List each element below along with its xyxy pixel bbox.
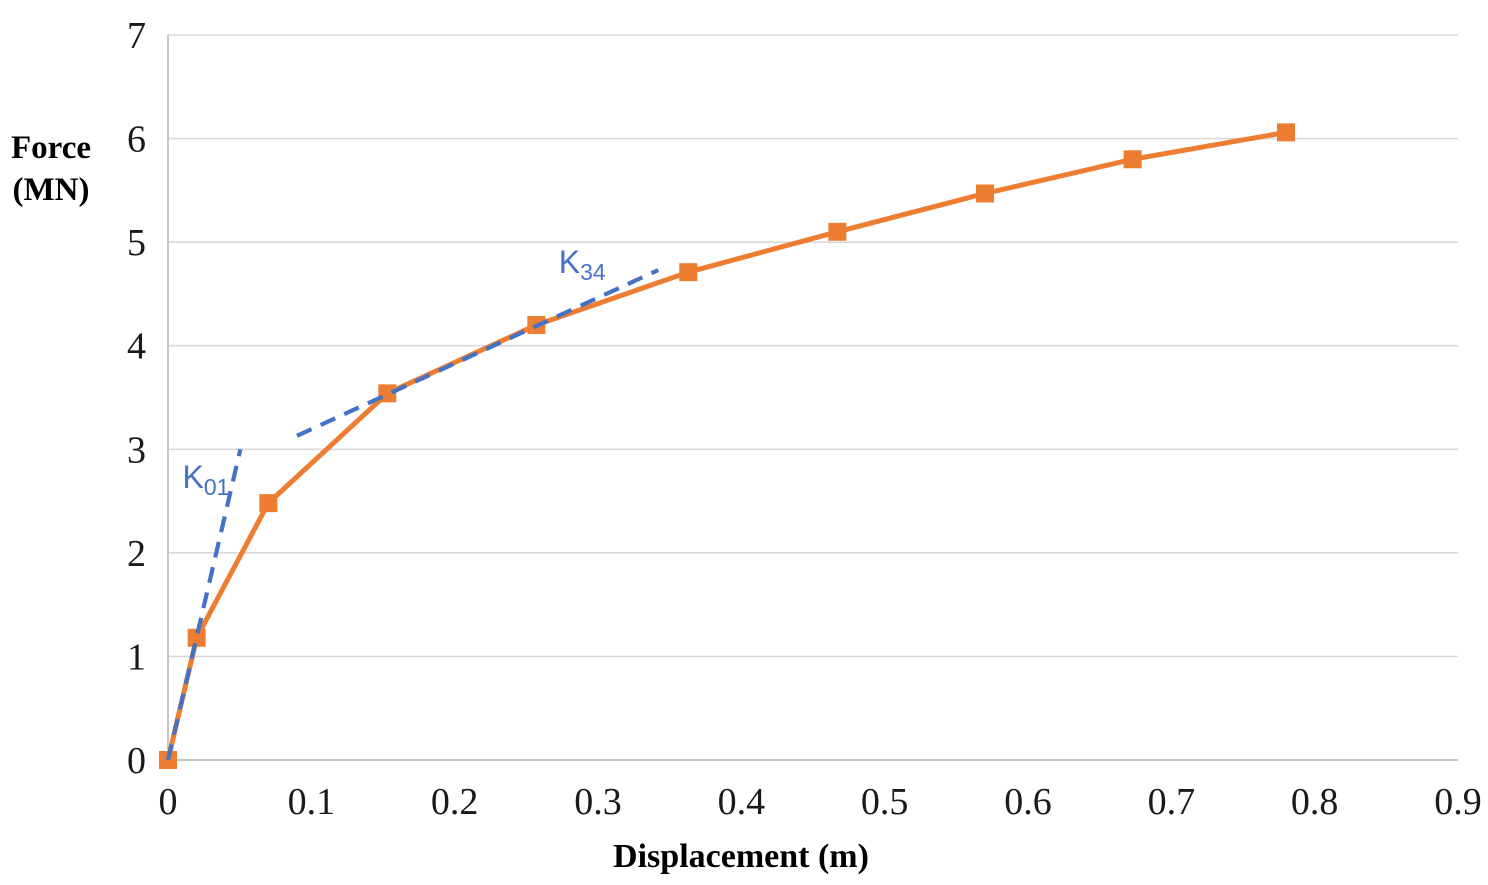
series-line xyxy=(165,129,1289,763)
y-tick-label-6: 6 xyxy=(127,119,146,161)
y-tick-label-4: 4 xyxy=(127,326,146,368)
y-axis-title: Force (MN) xyxy=(2,127,100,211)
x-axis-title: Displacement (m) xyxy=(613,838,869,875)
x-tick-label-0.2: 0.2 xyxy=(431,781,479,823)
k01-label: K01 xyxy=(182,459,230,501)
k34-label: K34 xyxy=(558,244,606,285)
data-point-marker-8 xyxy=(1123,150,1142,169)
x-tick-label-0.7: 0.7 xyxy=(1148,781,1196,823)
x-tick-label-0.3: 0.3 xyxy=(574,781,622,823)
y-tick-label-5: 5 xyxy=(127,222,146,264)
y-axis-title-line2: (MN) xyxy=(12,172,90,208)
x-tick-label-0.9: 0.9 xyxy=(1434,781,1482,823)
data-point-marker-9 xyxy=(1277,123,1295,142)
data-point-marker-1 xyxy=(187,628,206,647)
y-tick-label-0: 0 xyxy=(127,740,146,782)
data-point-marker-6 xyxy=(828,222,847,241)
data-point-marker-2 xyxy=(259,494,278,513)
y-axis-title-line1: Force xyxy=(10,130,91,166)
x-tick-label-0.5: 0.5 xyxy=(861,781,909,823)
y-tick-label-7: 7 xyxy=(127,15,146,57)
x-tick-label-0.1: 0.1 xyxy=(288,781,336,823)
y-tick-label-2: 2 xyxy=(127,533,146,575)
data-point-marker-7 xyxy=(976,184,994,203)
data-point-marker-5 xyxy=(679,263,698,282)
k34-dashed-line xyxy=(296,268,660,438)
y-tick-label-3: 3 xyxy=(127,429,146,471)
x-tick-label-0.6: 0.6 xyxy=(1004,781,1052,823)
y-tick-label-1: 1 xyxy=(127,636,146,678)
x-tick-label-0.8: 0.8 xyxy=(1291,781,1339,823)
x-tick-label-0: 0 xyxy=(159,781,178,823)
x-tick-label-0.4: 0.4 xyxy=(718,781,766,823)
k01-dashed-line xyxy=(165,448,243,761)
